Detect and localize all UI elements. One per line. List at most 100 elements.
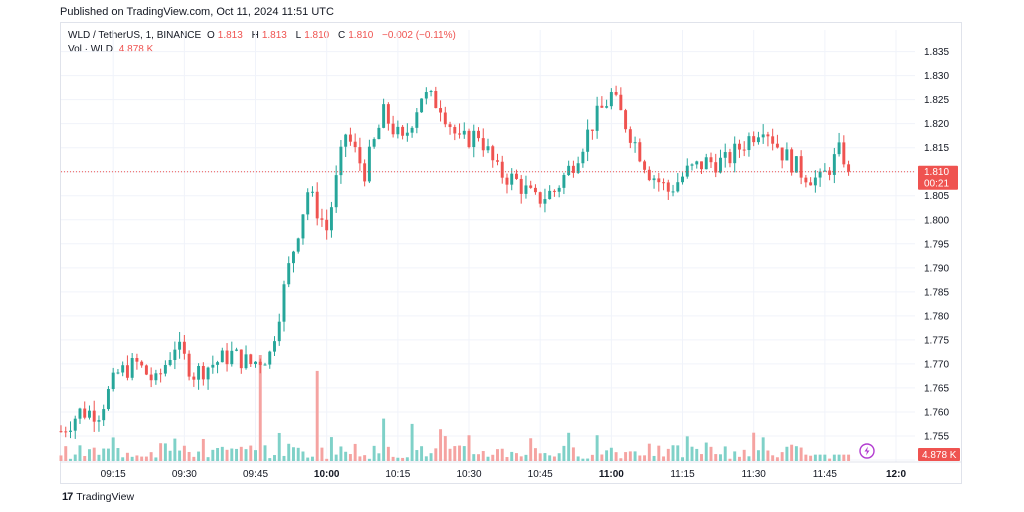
candle-body	[287, 263, 291, 285]
candle-body	[391, 123, 395, 135]
volume-bar	[847, 454, 851, 461]
volume-bar	[756, 450, 760, 461]
candle-body	[353, 141, 357, 148]
volume-bar	[548, 455, 552, 461]
volume-bar	[714, 454, 718, 461]
candle-body	[605, 106, 609, 108]
volume-bar	[742, 449, 746, 461]
candle-body	[809, 182, 813, 186]
candle-body	[505, 177, 509, 185]
candle-body	[102, 409, 106, 421]
candle-body	[97, 420, 101, 422]
candle-body	[690, 164, 694, 166]
candle-body	[785, 149, 789, 161]
candle-body	[614, 92, 618, 95]
candle-body	[524, 185, 528, 194]
candle-body	[600, 105, 604, 108]
candle-body	[586, 129, 590, 152]
volume-bar	[785, 446, 789, 461]
volume-bar	[538, 453, 542, 461]
candle-body	[348, 134, 352, 142]
candle-body	[728, 152, 732, 164]
volume-bar	[728, 458, 732, 461]
candle-body	[571, 165, 575, 173]
candle-body	[206, 367, 210, 380]
volume-bar	[737, 456, 741, 461]
volume-bar	[144, 456, 148, 461]
volume-bar	[552, 456, 556, 461]
candle-body	[92, 410, 96, 422]
tradingview-logo[interactable]: 17 TradingView	[62, 491, 134, 503]
tradingview-brand: TradingView	[76, 491, 135, 503]
candle-body	[761, 134, 765, 138]
volume-bar	[557, 453, 561, 461]
candle-body	[405, 132, 409, 136]
volume-bar	[363, 455, 367, 461]
volume-bar	[505, 457, 509, 461]
candle-body	[192, 376, 196, 380]
candle-body	[448, 124, 452, 128]
candle-body	[83, 408, 87, 418]
candle-body	[552, 190, 556, 192]
candle-body	[306, 192, 310, 215]
volume-bar	[823, 454, 827, 461]
candle-body	[382, 104, 386, 128]
volume-bar	[619, 458, 623, 461]
volume-row: Vol · WLD 4.878 K	[68, 43, 459, 57]
flash-icon-bolt	[864, 446, 870, 456]
candle-body	[258, 361, 262, 365]
symbol-label[interactable]: WLD / TetherUS, 1, BINANCE	[68, 30, 202, 41]
last-price-label: 1.810	[924, 167, 949, 178]
candle-body	[163, 364, 167, 374]
candle-body	[168, 359, 172, 365]
volume-bar	[609, 447, 613, 461]
candle-body	[197, 365, 201, 380]
candle-body	[329, 207, 333, 231]
volume-bar	[163, 443, 167, 461]
volume-bar	[130, 456, 134, 461]
candle-body	[220, 350, 224, 363]
candle-body	[496, 160, 499, 162]
candle-body	[766, 134, 770, 137]
price-tick-label: 1.815	[924, 143, 949, 154]
volume-bar	[809, 455, 813, 461]
candle-body	[519, 178, 523, 194]
volume-bar	[135, 455, 139, 461]
volume-bar	[149, 452, 153, 461]
candle-body	[813, 177, 817, 186]
volume-bar	[628, 451, 632, 461]
volume-bar	[168, 450, 172, 461]
volume-bar	[652, 455, 656, 461]
candle-body	[334, 175, 338, 208]
volume-bar	[794, 446, 798, 461]
volume-bar	[780, 452, 784, 461]
high-value: 1.813	[261, 30, 287, 41]
price-tick-label: 1.830	[924, 71, 949, 82]
price-tick-label: 1.755	[924, 431, 949, 442]
candle-body	[581, 151, 585, 164]
volume-label[interactable]: Vol · WLD	[68, 44, 114, 55]
candle-body	[292, 251, 295, 264]
volume-bar	[477, 454, 480, 461]
volume-bar	[367, 458, 371, 461]
candle-body	[273, 341, 276, 352]
volume-bar	[766, 450, 770, 461]
volume-bar	[723, 446, 727, 461]
candle-body	[429, 91, 433, 93]
candle-body	[201, 365, 205, 380]
open-value: 1.813	[217, 30, 243, 41]
candle-body	[638, 142, 642, 162]
candle-body	[619, 94, 623, 111]
volume-bar	[116, 448, 120, 461]
volume-bar	[410, 423, 414, 461]
price-tick-label: 1.760	[924, 407, 949, 418]
low-value: 1.810	[304, 30, 330, 41]
volume-bar	[192, 456, 196, 461]
volume-bar	[524, 454, 528, 461]
candle-body	[700, 161, 703, 170]
volume-bar	[590, 454, 594, 461]
volume-bar	[571, 447, 575, 461]
volume-bar	[83, 456, 87, 461]
candle-body	[529, 185, 533, 188]
